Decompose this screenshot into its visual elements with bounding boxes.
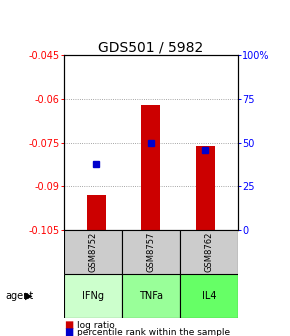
Text: log ratio: log ratio	[77, 322, 115, 330]
Text: ▶: ▶	[25, 291, 32, 301]
Bar	[122, 230, 180, 274]
Bar	[64, 274, 122, 318]
Text: TNFa: TNFa	[139, 291, 163, 301]
Text: ■: ■	[64, 320, 73, 330]
Text: GSM8762: GSM8762	[204, 232, 213, 272]
Text: IFNg: IFNg	[82, 291, 104, 301]
Text: percentile rank within the sample: percentile rank within the sample	[77, 328, 230, 336]
Bar	[87, 195, 106, 230]
Text: GSM8757: GSM8757	[146, 232, 155, 272]
Bar	[196, 146, 215, 230]
Text: GSM8752: GSM8752	[88, 232, 97, 272]
Bar	[64, 230, 122, 274]
Text: agent: agent	[6, 291, 34, 301]
Text: ■: ■	[64, 327, 73, 336]
Bar	[180, 230, 238, 274]
Text: IL4: IL4	[202, 291, 216, 301]
Bar	[122, 274, 180, 318]
Bar	[141, 105, 160, 230]
Bar	[180, 274, 238, 318]
Title: GDS501 / 5982: GDS501 / 5982	[98, 40, 203, 54]
